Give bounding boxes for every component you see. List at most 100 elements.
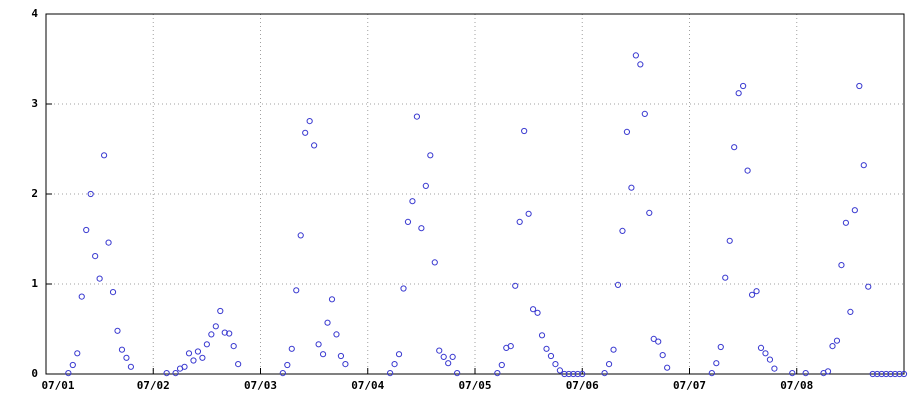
point xyxy=(847,308,854,315)
point xyxy=(109,289,117,296)
point xyxy=(579,370,586,378)
point xyxy=(753,288,760,295)
point xyxy=(731,144,738,151)
point xyxy=(646,209,653,216)
point xyxy=(185,350,193,357)
point xyxy=(302,129,309,136)
point xyxy=(163,370,170,377)
point xyxy=(842,219,850,226)
point xyxy=(83,226,90,234)
point xyxy=(284,361,291,369)
y-tick-label: 1 xyxy=(31,277,38,290)
point xyxy=(208,331,215,338)
point xyxy=(92,253,99,260)
point xyxy=(400,285,407,292)
point xyxy=(856,82,863,90)
point xyxy=(288,345,295,352)
x-tick-label: 07/04 xyxy=(351,379,384,392)
point xyxy=(445,360,452,367)
point xyxy=(766,356,774,363)
x-tick-label: 07/06 xyxy=(566,379,599,392)
point xyxy=(319,351,327,358)
point xyxy=(203,341,210,348)
x-tick-label: 07/05 xyxy=(458,379,491,392)
point xyxy=(512,282,519,289)
point xyxy=(212,323,219,330)
x-tick-label: 07/01 xyxy=(41,379,74,392)
point xyxy=(279,370,286,377)
point xyxy=(614,281,622,288)
point xyxy=(735,90,742,97)
point xyxy=(623,128,631,135)
point xyxy=(561,370,568,378)
point xyxy=(529,306,537,313)
point xyxy=(226,330,233,337)
point xyxy=(543,345,550,352)
point xyxy=(65,370,72,377)
point xyxy=(574,370,581,378)
point xyxy=(757,344,765,351)
point xyxy=(525,210,532,217)
point xyxy=(181,363,188,370)
point xyxy=(454,370,461,377)
point xyxy=(436,347,443,354)
point xyxy=(114,327,121,334)
point xyxy=(869,370,876,378)
point xyxy=(105,239,112,246)
point xyxy=(342,361,349,368)
point xyxy=(556,367,564,374)
point xyxy=(637,61,644,68)
point xyxy=(440,353,447,360)
point xyxy=(100,152,108,159)
point xyxy=(874,370,881,378)
point xyxy=(534,309,541,316)
point xyxy=(632,52,639,59)
x-tick-label: 07/07 xyxy=(673,379,706,392)
point xyxy=(771,365,778,372)
point xyxy=(762,350,769,357)
point xyxy=(391,361,398,368)
point xyxy=(802,370,809,377)
x-tick-label: 07/08 xyxy=(780,379,813,392)
point xyxy=(498,361,505,369)
point xyxy=(69,361,76,369)
point xyxy=(851,207,858,214)
point xyxy=(87,190,94,198)
point xyxy=(650,335,657,342)
point xyxy=(601,370,608,377)
point xyxy=(547,352,555,360)
point xyxy=(221,329,228,336)
point xyxy=(494,370,501,377)
point xyxy=(538,332,546,339)
y-tick-label: 0 xyxy=(31,367,38,380)
point xyxy=(744,167,751,174)
x-tick-label: 07/02 xyxy=(137,379,170,392)
point xyxy=(722,274,729,281)
point xyxy=(297,232,304,239)
point xyxy=(833,337,841,344)
point xyxy=(896,370,903,378)
point xyxy=(708,370,715,377)
point xyxy=(860,162,867,169)
point xyxy=(829,343,836,350)
point xyxy=(878,370,885,378)
point xyxy=(628,184,635,191)
y-tick-label: 4 xyxy=(31,7,38,20)
point xyxy=(865,283,872,290)
point xyxy=(619,227,626,234)
point xyxy=(190,357,197,364)
point xyxy=(610,346,617,353)
point xyxy=(726,237,733,244)
point xyxy=(337,352,345,360)
point xyxy=(431,259,438,266)
point xyxy=(521,127,528,135)
point xyxy=(900,370,908,378)
point xyxy=(891,370,899,378)
y-tick-label: 3 xyxy=(31,97,38,110)
point xyxy=(328,296,336,303)
x-tick-label: 07/03 xyxy=(244,379,277,392)
point xyxy=(74,350,81,357)
point xyxy=(413,113,421,120)
point xyxy=(717,343,724,351)
point xyxy=(713,360,720,367)
